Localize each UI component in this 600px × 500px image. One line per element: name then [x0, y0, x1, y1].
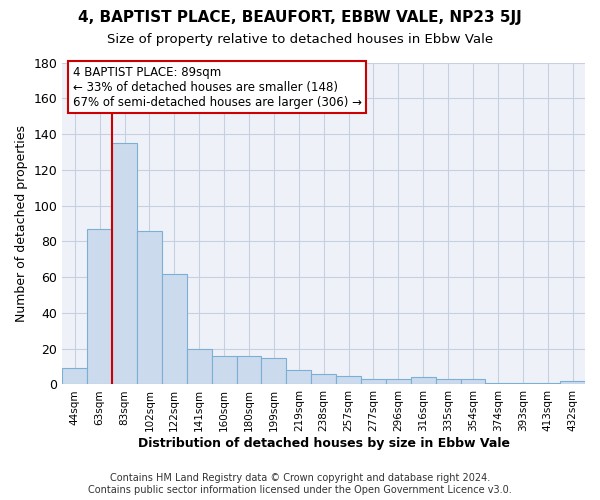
Bar: [386, 379, 411, 384]
Bar: [461, 379, 485, 384]
Bar: [112, 143, 137, 384]
Text: Contains HM Land Registry data © Crown copyright and database right 2024.
Contai: Contains HM Land Registry data © Crown c…: [88, 474, 512, 495]
Bar: [187, 348, 212, 384]
Bar: [560, 381, 585, 384]
Bar: [137, 230, 162, 384]
Bar: [411, 378, 436, 384]
Bar: [485, 382, 511, 384]
Bar: [212, 356, 236, 384]
Bar: [311, 374, 336, 384]
Bar: [361, 379, 386, 384]
Bar: [162, 274, 187, 384]
X-axis label: Distribution of detached houses by size in Ebbw Vale: Distribution of detached houses by size …: [137, 437, 509, 450]
Bar: [535, 382, 560, 384]
Bar: [436, 379, 461, 384]
Bar: [62, 368, 87, 384]
Bar: [236, 356, 262, 384]
Text: 4, BAPTIST PLACE, BEAUFORT, EBBW VALE, NP23 5JJ: 4, BAPTIST PLACE, BEAUFORT, EBBW VALE, N…: [78, 10, 522, 25]
Bar: [262, 358, 286, 384]
Bar: [87, 229, 112, 384]
Bar: [286, 370, 311, 384]
Text: Size of property relative to detached houses in Ebbw Vale: Size of property relative to detached ho…: [107, 32, 493, 46]
Text: 4 BAPTIST PLACE: 89sqm
← 33% of detached houses are smaller (148)
67% of semi-de: 4 BAPTIST PLACE: 89sqm ← 33% of detached…: [73, 66, 362, 108]
Bar: [336, 376, 361, 384]
Y-axis label: Number of detached properties: Number of detached properties: [15, 125, 28, 322]
Bar: [511, 382, 535, 384]
